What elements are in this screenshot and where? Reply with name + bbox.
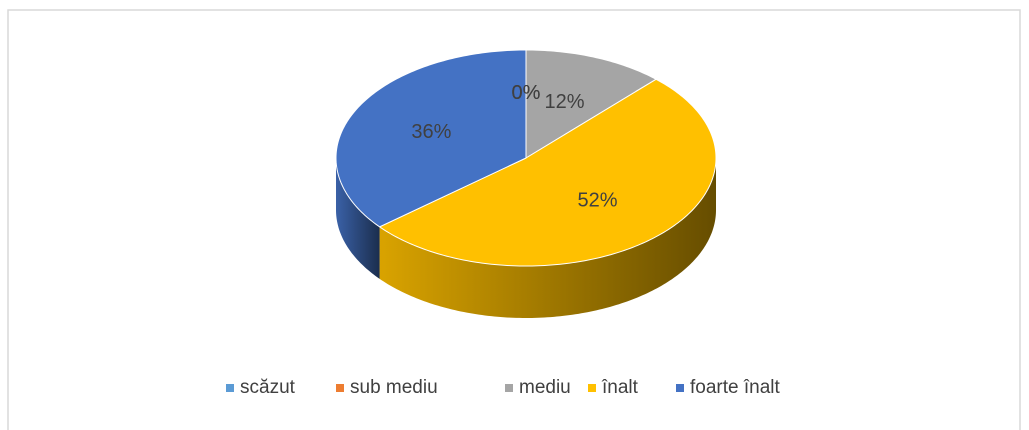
legend-label: înalt <box>601 377 639 398</box>
pie-side <box>379 158 716 318</box>
pie-side <box>336 158 380 279</box>
legend-label: mediu <box>519 377 571 398</box>
chart-frame <box>7 9 1021 430</box>
pie-slice <box>525 49 658 159</box>
legend-marker <box>676 384 684 392</box>
pie-slice <box>378 78 717 267</box>
legend-label: sub mediu <box>350 377 438 398</box>
data-label: 52% <box>578 190 618 212</box>
legend-label: foarte înalt <box>690 377 780 398</box>
data-label: 12% <box>544 91 584 113</box>
legend-marker <box>505 384 513 392</box>
data-label: 36% <box>411 121 451 143</box>
legend-marker <box>336 384 344 392</box>
legend-label: scăzut <box>240 377 296 398</box>
data-label: 0% <box>512 82 541 104</box>
legend-marker <box>226 384 234 392</box>
data-label: 0% <box>512 82 541 104</box>
pie-slice <box>335 49 527 228</box>
legend-marker <box>588 384 596 392</box>
